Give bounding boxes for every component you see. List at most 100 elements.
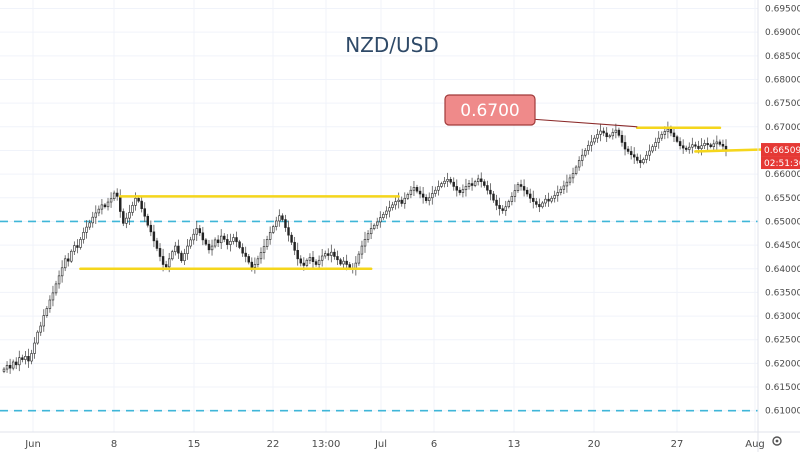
- candle-body-up: [611, 132, 615, 137]
- candle: [461, 184, 465, 198]
- candle-body-down: [501, 208, 504, 211]
- candle: [253, 257, 257, 274]
- candle: [311, 250, 315, 268]
- candle-body-up: [587, 144, 590, 151]
- candle-body-up: [703, 143, 706, 147]
- settings-button[interactable]: [772, 436, 782, 446]
- y-tick-label: 0.65000: [765, 217, 800, 227]
- candle: [571, 167, 575, 184]
- candle: [36, 330, 39, 345]
- callout-pointer: [529, 118, 638, 128]
- candle: [633, 147, 636, 164]
- candle: [189, 236, 192, 249]
- candle: [63, 255, 67, 272]
- candle: [272, 224, 275, 235]
- candle: [535, 197, 538, 208]
- candle: [119, 189, 122, 218]
- candle: [394, 196, 397, 210]
- candle-body-up: [42, 315, 45, 327]
- candle-body-down: [339, 259, 342, 265]
- candle-body-up: [82, 232, 85, 240]
- candle: [446, 172, 449, 188]
- candle: [67, 252, 70, 267]
- candle: [382, 211, 385, 220]
- candle-body-up: [171, 251, 174, 260]
- candle: [391, 201, 394, 211]
- candle: [275, 216, 278, 231]
- candle-body-down: [250, 261, 254, 268]
- candle-body-up: [11, 361, 15, 369]
- candle-body-up: [565, 181, 569, 187]
- candle: [33, 337, 36, 359]
- candle: [376, 217, 379, 229]
- candle-body-up: [559, 188, 563, 193]
- candle-body-up: [320, 255, 324, 261]
- candle: [672, 127, 676, 143]
- gear-icon[interactable]: [772, 436, 782, 446]
- candle: [265, 235, 269, 250]
- candle: [125, 212, 128, 229]
- candle-body-up: [97, 208, 101, 214]
- candle: [21, 354, 24, 363]
- candle: [449, 176, 452, 185]
- candle: [70, 249, 73, 263]
- callout-box[interactable]: [444, 94, 536, 126]
- candle: [467, 179, 471, 190]
- candle-body-up: [657, 137, 660, 143]
- candle-body-down: [492, 193, 495, 201]
- candle: [611, 128, 615, 140]
- candle-body-down: [528, 193, 532, 199]
- candle-body-up: [428, 197, 431, 201]
- y-tick-label: 0.63000: [765, 312, 800, 322]
- candle-body-up: [265, 239, 269, 247]
- candle: [703, 139, 706, 149]
- candle: [259, 247, 263, 264]
- candle: [109, 192, 113, 208]
- candle: [721, 139, 725, 151]
- candle-body-down: [629, 151, 633, 156]
- support-resistance-line[interactable]: [694, 148, 768, 153]
- candle: [483, 179, 486, 188]
- candle: [590, 134, 593, 152]
- candle: [440, 181, 443, 189]
- candle-body-down: [8, 364, 12, 369]
- candle: [207, 239, 211, 254]
- candle-body-down: [311, 257, 315, 262]
- candle-body-down: [143, 208, 146, 217]
- candle: [180, 250, 183, 263]
- candle: [51, 285, 55, 307]
- candle-body-up: [256, 258, 260, 265]
- candle: [354, 256, 358, 276]
- candle: [330, 244, 333, 263]
- candle: [642, 157, 645, 165]
- candle: [262, 238, 266, 260]
- x-tick-label: 6: [431, 439, 437, 450]
- candle: [660, 131, 663, 141]
- candle: [85, 220, 88, 239]
- candle-body-up: [715, 141, 719, 145]
- candle-body-down: [535, 201, 538, 205]
- candle-body-down: [207, 243, 211, 251]
- candle-body-up: [33, 342, 36, 354]
- candle-body-up: [259, 252, 263, 260]
- candle: [623, 135, 627, 156]
- candle-body-up: [305, 259, 309, 266]
- candle-body-up: [70, 250, 73, 262]
- candle: [397, 192, 400, 209]
- candle-body-up: [651, 146, 654, 152]
- candle: [694, 141, 697, 149]
- candle: [516, 182, 520, 193]
- candle: [547, 192, 550, 207]
- candle-body-up: [510, 196, 514, 202]
- candle-body-down: [244, 252, 247, 257]
- candle: [210, 239, 214, 256]
- candle: [57, 270, 61, 289]
- candle: [76, 239, 79, 254]
- candle: [369, 222, 373, 240]
- candle: [54, 280, 58, 296]
- y-tick-label: 0.66000: [765, 170, 800, 180]
- candle: [626, 146, 630, 155]
- candle: [715, 135, 719, 150]
